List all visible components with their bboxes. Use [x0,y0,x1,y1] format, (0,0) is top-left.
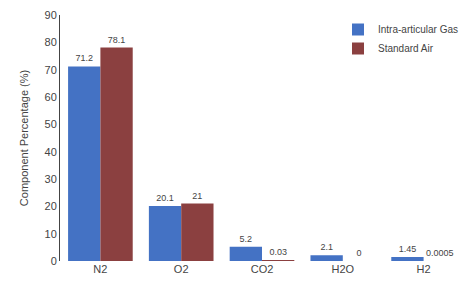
svg-text:20.1: 20.1 [156,193,174,203]
svg-text:71.2: 71.2 [75,53,93,63]
svg-text:78.1: 78.1 [108,35,126,45]
svg-text:30: 30 [45,173,57,185]
svg-text:O2: O2 [174,263,189,275]
svg-text:60: 60 [45,91,57,103]
svg-text:0: 0 [356,248,361,258]
svg-text:70: 70 [45,64,57,76]
svg-text:21: 21 [192,191,202,201]
svg-text:20: 20 [45,200,57,212]
svg-text:90: 90 [45,9,57,21]
svg-text:CO2: CO2 [251,263,274,275]
svg-text:H2: H2 [417,263,431,275]
svg-text:0.03: 0.03 [269,247,287,257]
svg-text:N2: N2 [93,263,107,275]
svg-text:0.0005: 0.0005 [426,248,454,258]
svg-text:2.1: 2.1 [320,242,333,252]
svg-text:5.2: 5.2 [240,234,253,244]
svg-text:0: 0 [51,255,57,267]
svg-text:H2O: H2O [331,263,354,275]
svg-text:Standard Air: Standard Air [378,43,434,54]
svg-text:10: 10 [45,228,57,240]
svg-text:50: 50 [45,118,57,130]
svg-text:80: 80 [45,36,57,48]
svg-text:1.45: 1.45 [399,244,417,254]
svg-text:Component Percentage (%): Component Percentage (%) [18,70,30,206]
svg-text:40: 40 [45,146,57,158]
svg-text:Intra-articular Gas: Intra-articular Gas [378,24,458,35]
